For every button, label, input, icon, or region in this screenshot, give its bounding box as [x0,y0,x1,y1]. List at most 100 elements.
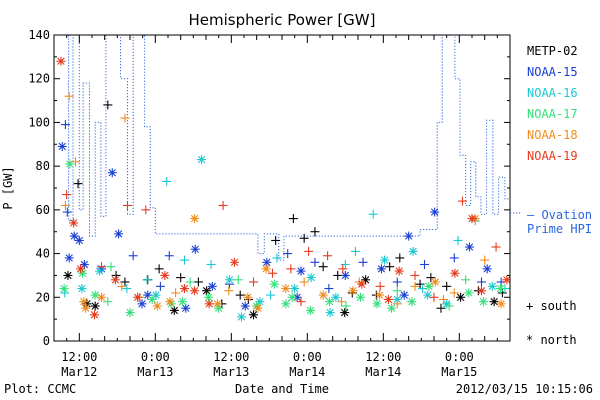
point-metp-02-south [385,262,395,272]
point-noaa-19-north [477,286,486,296]
legend: METP-02 NOAA-15 NOAA-16 NOAA-17 NOAA-18 NOAA-… [510,44,592,236]
point-noaa-19-north [133,292,143,302]
point-noaa-15-north [74,235,84,245]
point-noaa-15-north [262,257,272,267]
point-noaa-18-north [430,277,440,287]
point-noaa-15-north [376,264,386,274]
y-tick-label: 100 [28,115,50,129]
point-noaa-19-north [190,286,200,296]
point-metp-02-north [202,286,212,296]
point-noaa-19-north [394,266,404,276]
point-metp-02-south [436,303,446,313]
point-noaa-18-south [299,277,309,287]
point-noaa-16-north [487,281,497,291]
point-noaa-15-north [296,266,306,276]
point-noaa-19-south [375,281,385,291]
point-noaa-19-south [491,242,501,252]
point-noaa-17-north [356,292,366,302]
point-noaa-16-north [236,312,246,322]
x-tick-label-date: Mar13 [213,365,249,379]
y-tick-label: 0 [43,334,50,348]
point-noaa-15-north [240,301,250,311]
point-noaa-15-south [60,120,70,130]
point-noaa-17-north [496,284,505,294]
point-noaa-19-south [458,196,467,206]
point-noaa-19-south [296,297,306,307]
point-noaa-18-south [120,113,130,123]
point-noaa-18-south [449,288,459,298]
point-noaa-18-north [348,286,358,296]
point-noaa-18-north [375,290,385,300]
point-noaa-16-south [340,260,350,269]
point-noaa-16-south [418,284,428,294]
point-metp-02-south [193,277,203,287]
point-noaa-18-north [253,303,263,313]
point-metp-02-south [318,262,328,272]
point-noaa-17-south [341,301,351,311]
point-noaa-19-south [268,268,277,278]
point-metp-02-north [169,305,179,315]
point-noaa-17-south [392,286,402,296]
point-noaa-19-north [467,214,477,224]
point-noaa-19-north [160,270,170,280]
legend-item-metp-02: METP-02 [527,44,578,58]
point-noaa-18-north [318,290,328,300]
x-tick-label-date: Mar15 [441,365,477,379]
point-noaa-15-north [114,229,124,239]
legend-item-noaa-15: NOAA-15 [527,65,578,79]
point-noaa-15-south [155,281,165,291]
point-metp-02-south [288,214,298,224]
point-noaa-16-south [142,275,152,285]
point-noaa-18-south [117,281,127,291]
point-noaa-18-south [60,200,70,210]
point-noaa-18-south [71,157,81,167]
point-noaa-18-south [480,255,490,265]
point-noaa-18-south [392,299,402,309]
point-metp-02-south [73,179,83,189]
legend-item-noaa-18: NOAA-18 [527,128,578,142]
ovation-prime-hpi-path [54,35,510,261]
point-noaa-17-south [461,275,471,285]
point-noaa-15-south [477,277,486,287]
point-noaa-16-south [206,260,216,269]
point-noaa-16-north [197,155,207,165]
point-metp-02-south [310,227,320,237]
point-noaa-18-south [337,297,347,307]
point-noaa-15-north [464,242,474,252]
point-noaa-19-north [90,310,100,320]
point-noaa-15-north [107,168,117,178]
point-noaa-19-north [204,299,214,309]
point-noaa-16-north [325,308,335,318]
x-tick-label-date: Mar14 [365,365,401,379]
point-noaa-17-north [269,279,279,289]
point-noaa-17-north [306,305,315,315]
legend-item-noaa-17: NOAA-17 [527,107,578,121]
point-noaa-19-south [218,200,228,210]
point-metp-02-south [299,233,309,243]
point-noaa-16-north [423,290,433,300]
y-tick-label: 80 [36,159,50,173]
point-noaa-18-north [243,292,253,302]
y-axis-label: P [GW] [1,166,15,209]
point-metp-02-north [489,297,499,307]
marker-legend-south: + south [526,299,577,313]
point-noaa-15-south [128,251,138,261]
x-tick-label-time: 12:00 [365,350,401,364]
point-metp-02-north [456,292,466,302]
point-noaa-17-south [444,301,454,311]
point-noaa-19-north [56,56,66,66]
point-metp-02-south [235,290,245,300]
point-noaa-16-south [162,176,172,186]
legend-ovation-prime-hpi: — Ovation [527,208,592,222]
point-noaa-16-north [408,246,418,256]
point-metp-02-south [395,253,405,263]
point-noaa-15-north [64,253,74,263]
point-metp-02-south [333,270,343,280]
point-noaa-17-north [178,297,188,307]
point-noaa-15-south [449,253,459,263]
point-noaa-19-south [249,277,258,287]
point-noaa-17-north [125,308,135,318]
point-noaa-16-south [266,290,276,300]
point-noaa-15-north [137,299,147,309]
